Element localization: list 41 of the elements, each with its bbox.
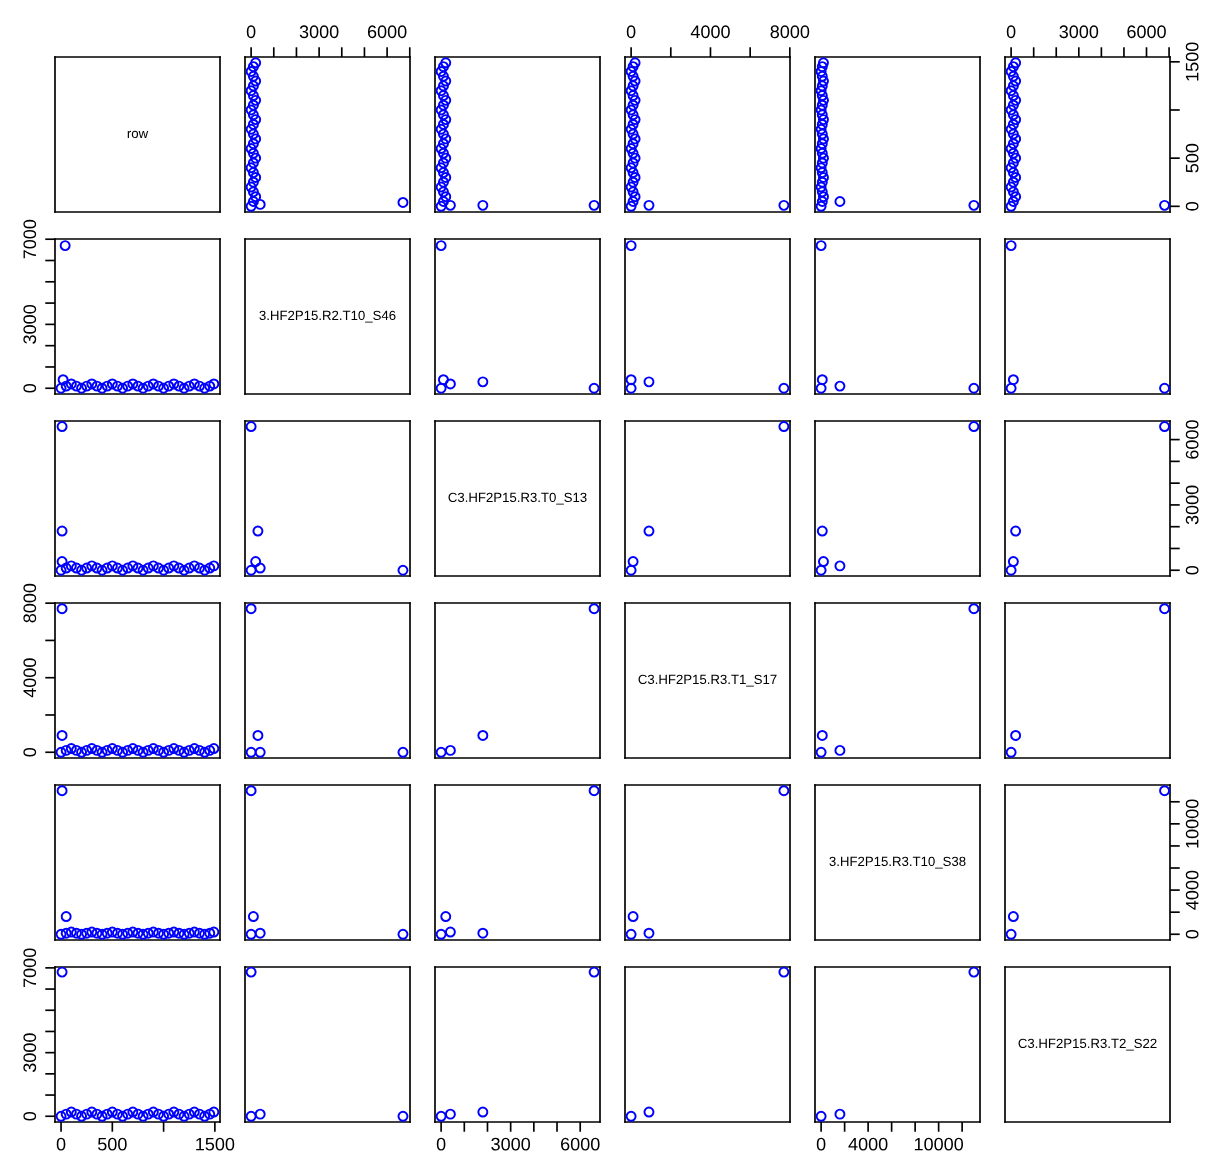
x-tick-label: 0 [816,1137,826,1151]
x-tick-label: 0 [626,25,636,39]
y-tick-label: 0 [23,383,37,393]
y-tick-label: 500 [1185,143,1199,173]
y-tick-label: 3000 [23,305,37,344]
y-tick-label: 0 [1185,202,1199,211]
y-tick-label: 3000 [1185,485,1199,525]
text: C3.HF2P15.R3.T1_S17 [638,674,777,687]
x-tick-label: 4000 [848,1137,888,1151]
text: 3.HF2P15.R2.T10_S46 [259,310,396,323]
x-tick-label: 8000 [770,25,810,39]
y-tick-label: 3000 [23,1033,37,1073]
x-tick-label: 10000 [914,1137,964,1151]
text: C3.HF2P15.R3.T2_S22 [1018,1038,1157,1051]
x-tick-label: 6000 [561,1137,600,1151]
x-tick-label: 0 [436,1137,446,1151]
y-tick-label: 10000 [1185,799,1199,848]
text: row [127,130,149,139]
y-tick-label: 8000 [23,583,37,623]
x-tick-label: 4000 [690,25,730,39]
text: 3.HF2P15.R3.T10_S38 [829,856,966,869]
y-tick-label: 7000 [23,219,37,259]
x-tick-label: 3000 [1059,25,1099,39]
y-tick-label: 0 [23,747,37,757]
x-tick-label: 0 [56,1137,66,1151]
x-tick-label: 3000 [491,1137,531,1151]
x-tick-label: 500 [97,1137,127,1151]
text: C3.HF2P15.R3.T0_S13 [448,492,587,505]
x-tick-label: 1500 [196,1137,235,1151]
y-tick-label: 0 [1185,565,1199,575]
y-tick-label: 4000 [1185,870,1199,910]
y-tick-label: 0 [23,1111,37,1121]
y-tick-label: 7000 [23,948,37,988]
x-tick-label: 0 [246,25,256,39]
x-tick-label: 3000 [299,25,339,39]
x-tick-label: 6000 [367,25,407,39]
x-tick-label: 0 [1006,25,1016,39]
y-tick-label: 6000 [1185,420,1199,459]
x-tick-label: 6000 [1127,25,1166,39]
y-tick-label: 0 [1185,929,1199,939]
y-tick-label: 4000 [23,658,37,698]
